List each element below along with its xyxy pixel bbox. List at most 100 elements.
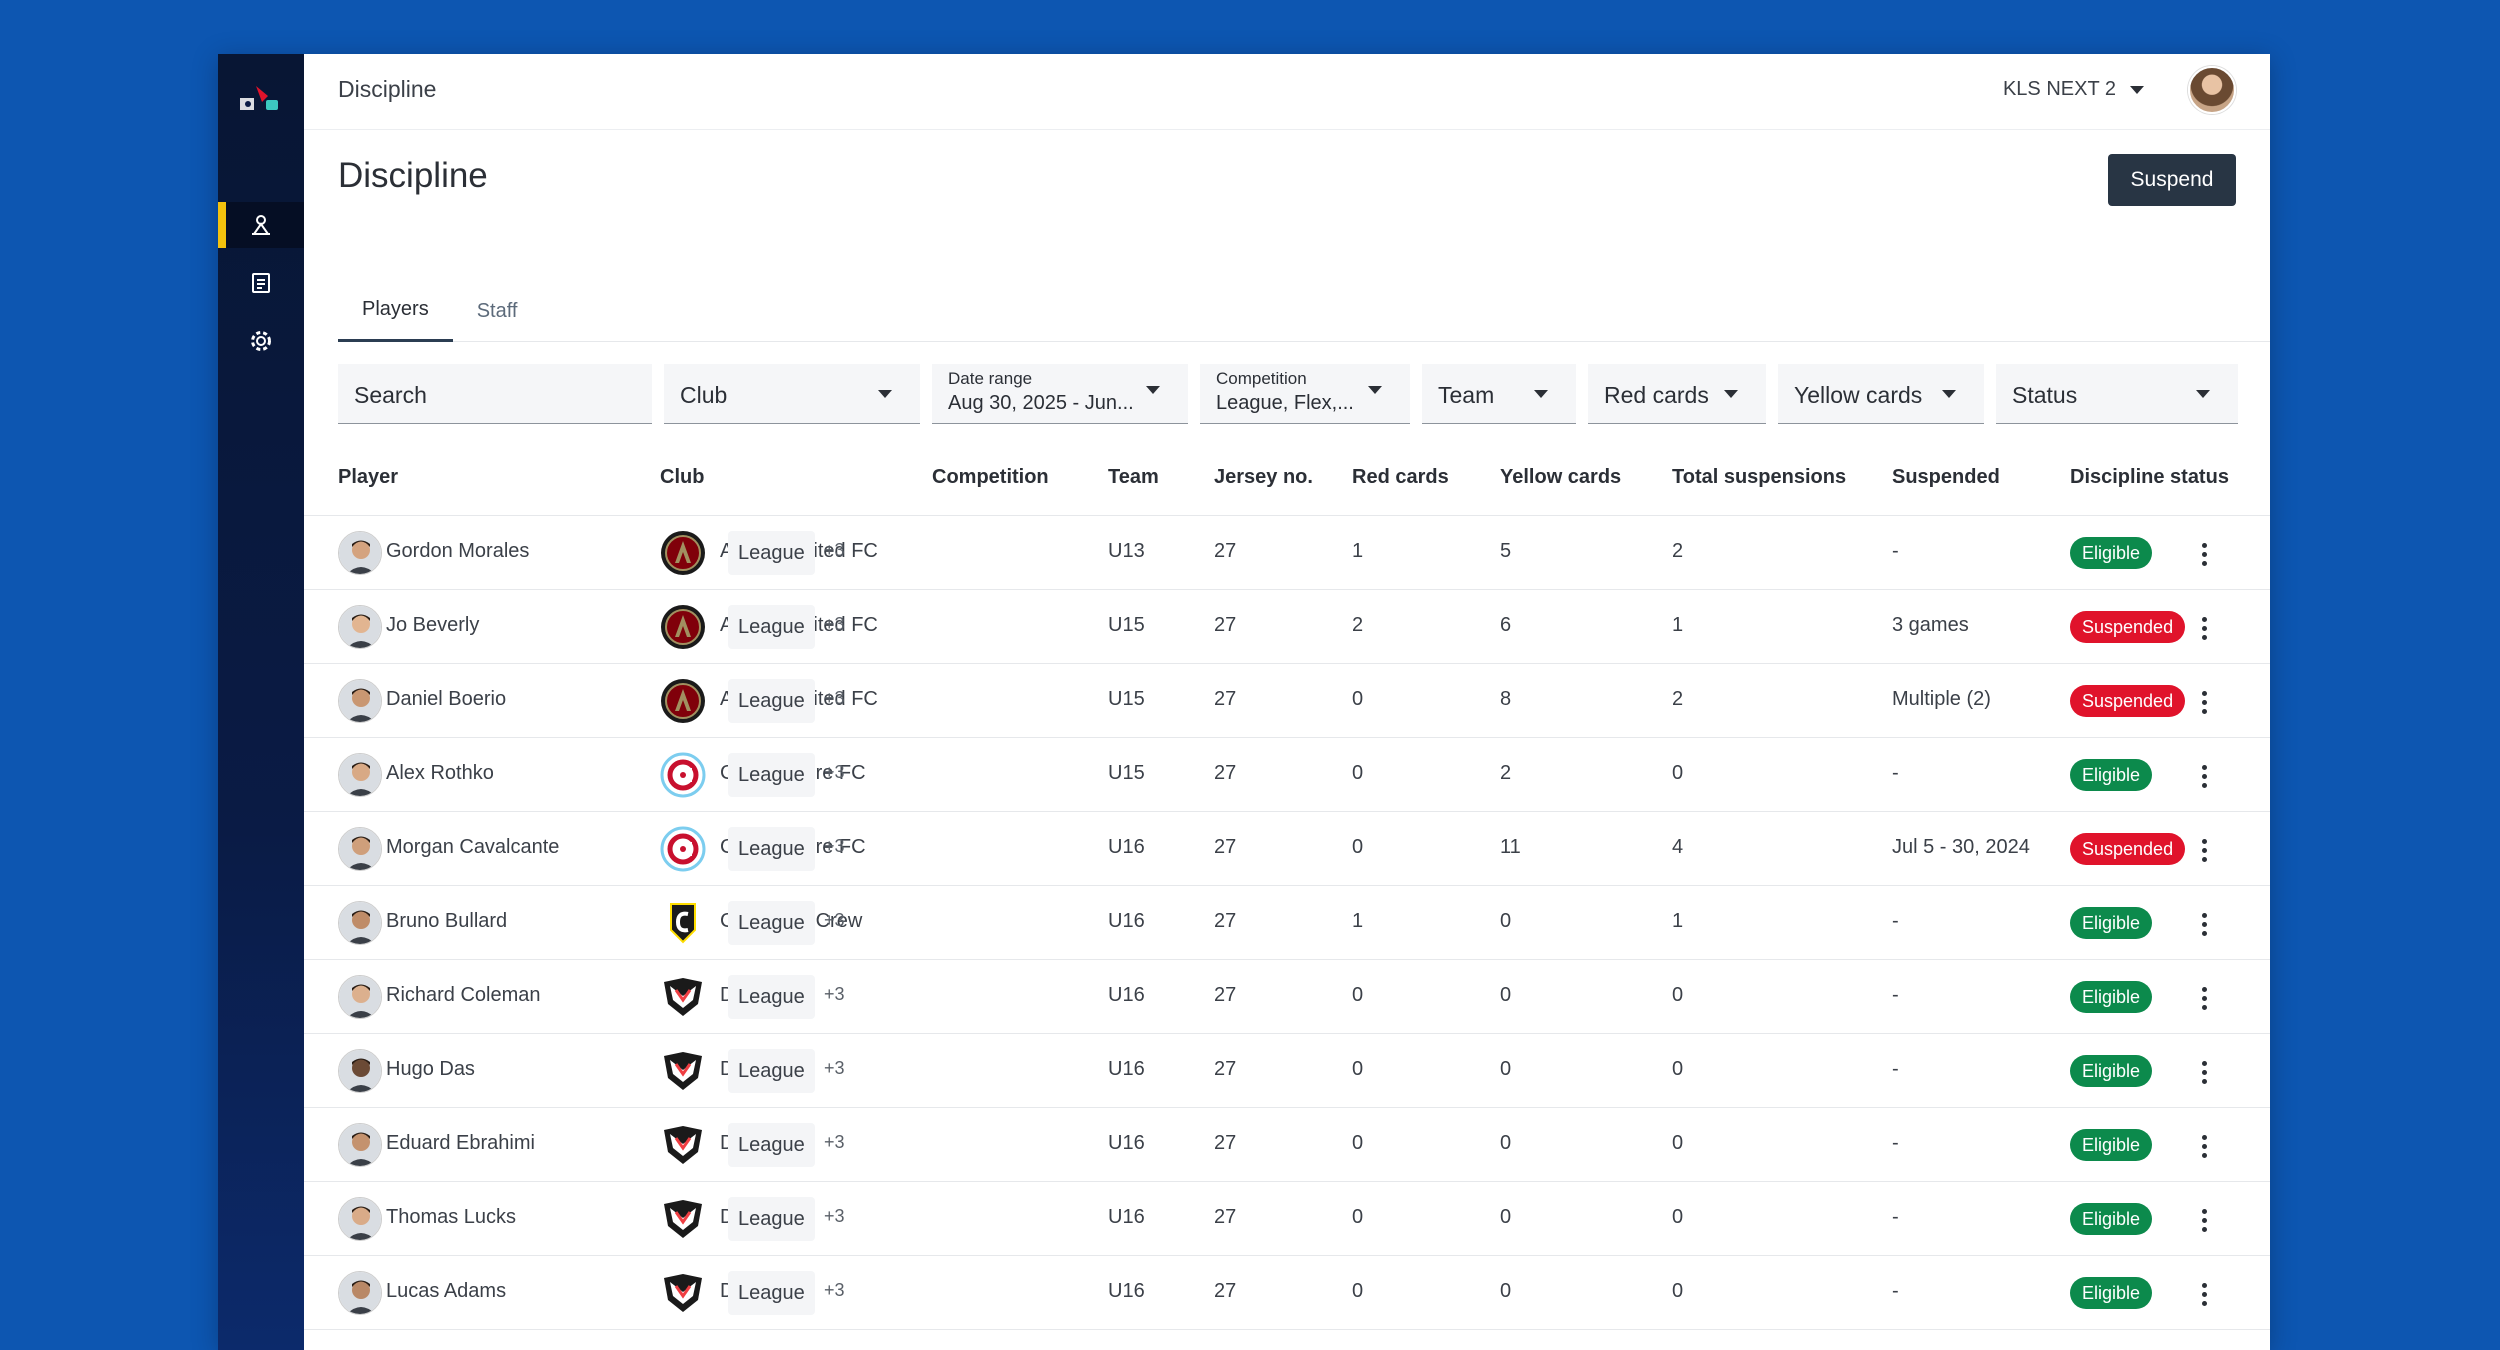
player-name[interactable]: Alex Rothko [386,762,494,784]
table-row[interactable]: Eduard Ebrahimi DC United League +3 U16 … [304,1108,2270,1182]
player-name[interactable]: Morgan Cavalcante [386,836,560,858]
player-name[interactable]: Richard Coleman [386,984,541,1006]
page-title: Discipline [338,156,488,195]
player-name[interactable]: Thomas Lucks [386,1206,517,1228]
competition-more[interactable]: +3 [824,614,845,634]
yellow-cards-cell: 0 [1500,1206,1512,1228]
player-name[interactable]: Hugo Das [386,1058,475,1080]
competition-chip: League [728,975,815,1019]
column-yellow-cards[interactable]: Yellow cards [1500,466,1622,488]
competition-chip: League [728,531,815,575]
table-row[interactable]: Morgan Cavalcante Chicago Fire FC League… [304,812,2270,886]
row-menu-icon[interactable] [2192,1204,2216,1236]
column-red-cards[interactable]: Red cards [1352,466,1449,488]
row-menu-icon[interactable] [2192,760,2216,792]
table-row[interactable]: Jo Beverly Atlanta United FC League +3 U… [304,590,2270,664]
yellow-cards-filter[interactable]: Yellow cards [1778,364,1984,424]
club-logo-icon [660,826,706,872]
column-total-suspensions[interactable]: Total suspensions [1672,466,1847,488]
row-menu-icon[interactable] [2192,686,2216,718]
jersey-cell: 27 [1214,910,1237,932]
player-avatar [338,1271,382,1315]
table-row[interactable]: Alex Rothko Chicago Fire FC League +3 U1… [304,738,2270,812]
column-competition[interactable]: Competition [932,466,1049,488]
club-logo-icon [660,1196,706,1242]
club-logo-icon [660,752,706,798]
player-name[interactable]: Jo Beverly [386,614,480,636]
tab-players[interactable]: Players [338,280,453,342]
row-menu-icon[interactable] [2192,1278,2216,1310]
competition-chip: League [728,753,815,797]
total-suspensions-cell: 2 [1672,688,1684,710]
row-menu-icon[interactable] [2192,982,2216,1014]
player-avatar [338,827,382,871]
org-name: KLS NEXT 2 [2002,78,2116,100]
row-menu-icon[interactable] [2192,1056,2216,1088]
yellow-cards-cell: 0 [1500,984,1512,1006]
table-row[interactable]: Bruno Bullard Columbus Crew League +3 U1… [304,886,2270,960]
column-discipline-status[interactable]: Discipline status [2070,466,2229,488]
team-cell: U13 [1108,540,1145,562]
competition-more[interactable]: +3 [824,688,845,708]
club-logo-icon [660,1048,706,1094]
row-menu-icon[interactable] [2192,1130,2216,1162]
red-cards-cell: 0 [1352,688,1364,710]
table-row[interactable]: Thomas Lucks DC United League +3 U16 27 … [304,1182,2270,1256]
column-suspended[interactable]: Suspended [1892,466,2000,488]
sidebar-item-settings[interactable] [218,318,304,364]
user-avatar[interactable] [2188,66,2236,114]
competition-more[interactable]: +3 [824,836,845,856]
player-name[interactable]: Daniel Boerio [386,688,507,710]
red-cards-filter[interactable]: Red cards [1588,364,1766,424]
date-range-filter[interactable]: Date range Aug 30, 2025 - Jun... [932,364,1188,424]
column-player[interactable]: Player [338,466,399,488]
competition-more[interactable]: +3 [824,540,845,560]
table-row[interactable]: Hugo Das DC United League +3 U16 27 0 0 … [304,1034,2270,1108]
table-row[interactable]: Richard Coleman DC United League +3 U16 … [304,960,2270,1034]
competition-more[interactable]: +3 [824,1206,845,1226]
status-badge: Eligible [2070,1129,2153,1161]
sidebar-item-discipline[interactable] [218,202,304,248]
team-cell: U16 [1108,836,1145,858]
row-menu-icon[interactable] [2192,834,2216,866]
competition-more[interactable]: +3 [824,762,845,782]
column-jersey[interactable]: Jersey no. [1214,466,1313,488]
competition-more[interactable]: +3 [824,984,845,1004]
search-input[interactable]: Search [338,364,652,424]
competition-filter[interactable]: Competition League, Flex,... [1200,364,1410,424]
competition-more[interactable]: +3 [824,1058,845,1078]
club-filter[interactable]: Club [664,364,920,424]
yellow-cards-cell: 0 [1500,910,1512,932]
yellow-cards-cell: 5 [1500,540,1512,562]
status-badge: Eligible [2070,1203,2153,1235]
status-filter[interactable]: Status [1996,364,2238,424]
player-avatar [338,531,382,575]
sidebar-item-reports[interactable] [218,260,304,306]
column-team[interactable]: Team [1108,466,1159,488]
row-menu-icon[interactable] [2192,538,2216,570]
total-suspensions-cell: 2 [1672,540,1684,562]
club-logo-icon [660,604,706,650]
competition-more[interactable]: +3 [824,910,845,930]
player-name[interactable]: Gordon Morales [386,540,530,562]
competition-more[interactable]: +3 [824,1280,845,1300]
chevron-down-icon [1534,390,1548,398]
tab-staff[interactable]: Staff [476,299,518,322]
row-menu-icon[interactable] [2192,612,2216,644]
player-name[interactable]: Bruno Bullard [386,910,508,932]
competition-more[interactable]: +3 [824,1132,845,1152]
table-row[interactable]: Daniel Boerio Atlanta United FC League +… [304,664,2270,738]
club-logo-icon [660,1270,706,1316]
competition-chip: League [728,605,815,649]
table-row[interactable]: Lucas Adams DC United League +3 U16 27 0… [304,1256,2270,1330]
column-club[interactable]: Club [660,466,705,488]
table-row[interactable]: Gordon Morales Atlanta United FC League … [304,516,2270,590]
player-name[interactable]: Eduard Ebrahimi [386,1132,535,1154]
jersey-cell: 27 [1214,1280,1237,1302]
player-name[interactable]: Lucas Adams [386,1280,507,1302]
row-menu-icon[interactable] [2192,908,2216,940]
chevron-down-icon [1942,390,1956,398]
team-filter[interactable]: Team [1422,364,1576,424]
suspend-button[interactable]: Suspend [2108,154,2236,206]
org-switcher[interactable]: KLS NEXT 2 [2003,78,2144,101]
